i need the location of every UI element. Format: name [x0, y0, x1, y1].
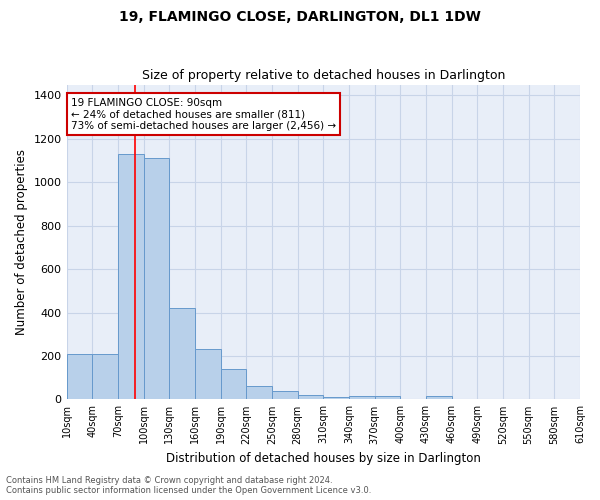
X-axis label: Distribution of detached houses by size in Darlington: Distribution of detached houses by size …: [166, 452, 481, 465]
Bar: [143, 158, 169, 400]
Text: 19, FLAMINGO CLOSE, DARLINGTON, DL1 1DW: 19, FLAMINGO CLOSE, DARLINGTON, DL1 1DW: [119, 10, 481, 24]
Bar: [246, 386, 272, 400]
Title: Size of property relative to detached houses in Darlington: Size of property relative to detached ho…: [142, 69, 505, 82]
Text: 19 FLAMINGO CLOSE: 90sqm
← 24% of detached houses are smaller (811)
73% of semi-: 19 FLAMINGO CLOSE: 90sqm ← 24% of detach…: [71, 98, 336, 131]
Bar: [195, 350, 221, 400]
Text: Contains HM Land Registry data © Crown copyright and database right 2024.
Contai: Contains HM Land Registry data © Crown c…: [6, 476, 371, 495]
Bar: [221, 369, 246, 400]
Bar: [169, 308, 195, 400]
Bar: [92, 354, 118, 400]
Bar: [298, 395, 323, 400]
Bar: [374, 396, 400, 400]
Bar: [272, 390, 298, 400]
Bar: [118, 154, 143, 400]
Y-axis label: Number of detached properties: Number of detached properties: [15, 149, 28, 335]
Bar: [323, 398, 349, 400]
Bar: [349, 396, 374, 400]
Bar: [426, 396, 452, 400]
Bar: [67, 354, 92, 400]
